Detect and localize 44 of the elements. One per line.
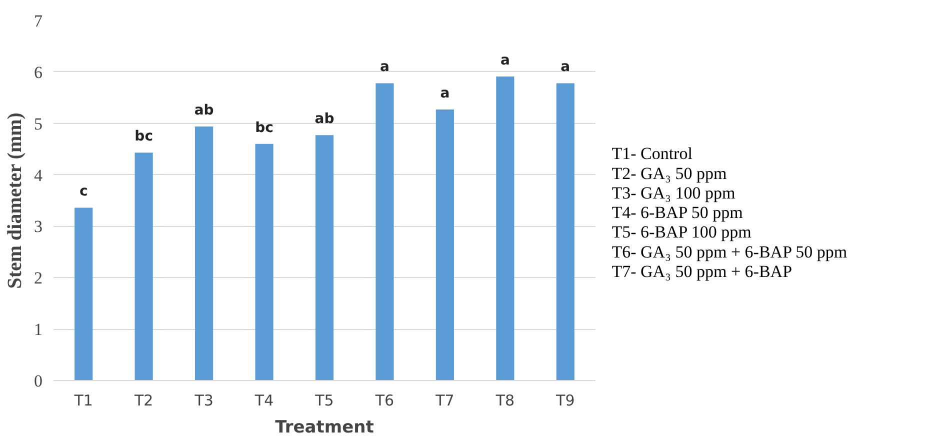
text: T5- 6-BAP 100 ppm [612, 222, 752, 242]
x-tick-label: T6 [374, 392, 394, 410]
text: T7- GA₃ 50 ppm + 6-BAP [612, 262, 792, 281]
y-tick-label: 6 [34, 62, 42, 82]
data-label: c [79, 184, 88, 200]
data-label: a [380, 59, 390, 76]
x-tick-label: T4 [254, 392, 274, 410]
data-label: a [500, 52, 510, 69]
bar [496, 76, 514, 380]
y-tick-label: 7 [34, 12, 43, 30]
x-tick-label: T5 [314, 392, 334, 410]
text: T2- GA₃ 50 ppm [612, 164, 727, 183]
x-tick-label: T8 [494, 392, 515, 410]
data-label: bc [255, 120, 274, 136]
bar [376, 83, 394, 380]
x-tick-label: T7 [434, 392, 454, 410]
x-tick-label: T3 [194, 392, 214, 410]
data-label: ab [194, 102, 214, 118]
x-axis-title: Treatment [275, 418, 374, 438]
y-tick-label: 5 [34, 114, 42, 134]
y-tick-label: 0 [34, 372, 42, 390]
text: T3- GA₃ 100 ppm [612, 183, 736, 202]
y-tick-label: 2 [34, 268, 42, 288]
data-label: bc [134, 128, 153, 145]
bar [134, 152, 153, 380]
y-tick-label: 4 [34, 166, 43, 185]
y-axis-title: Stem diameter (mm) [4, 112, 26, 289]
bar [436, 109, 454, 380]
text: T4- 6-BAP 50 ppm [612, 203, 743, 222]
bar [195, 126, 214, 380]
text: T6- GA₃ 50 ppm + 6-BAP 50 ppm [612, 242, 848, 262]
x-tick-label: T1 [73, 392, 93, 410]
y-tick-label: 3 [34, 217, 42, 236]
bar [255, 144, 274, 380]
data-label: a [440, 85, 450, 102]
bar [74, 208, 93, 380]
bar [315, 135, 334, 380]
x-tick-label: T9 [555, 392, 575, 410]
data-label: a [560, 59, 570, 76]
text: T1- Control [612, 144, 693, 164]
x-tick-label: T2 [133, 392, 154, 410]
data-label: ab [314, 111, 334, 128]
y-tick-label: 1 [34, 320, 42, 340]
bar [556, 83, 574, 380]
